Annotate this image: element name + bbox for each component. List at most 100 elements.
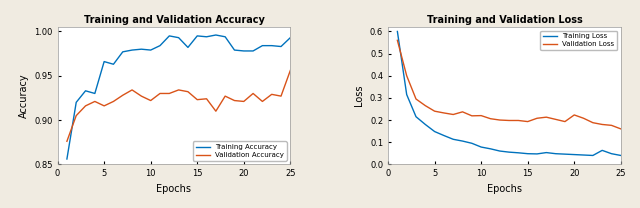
Validation Loss xyxy=(394,39,401,42)
Validation Loss xyxy=(617,128,625,130)
Y-axis label: Loss: Loss xyxy=(355,85,364,106)
Training Accuracy xyxy=(230,49,238,51)
Training Loss xyxy=(468,142,476,145)
Validation Accuracy xyxy=(184,90,192,93)
Validation Loss xyxy=(422,104,429,107)
Validation Loss xyxy=(449,113,457,116)
Validation Accuracy xyxy=(175,89,182,91)
Validation Loss xyxy=(607,124,615,127)
Validation Accuracy xyxy=(277,95,285,97)
Training Loss xyxy=(403,93,410,96)
Validation Loss xyxy=(440,112,448,114)
Validation Loss xyxy=(515,119,522,122)
Training Accuracy xyxy=(147,49,154,51)
Validation Accuracy xyxy=(147,99,154,102)
Training Accuracy xyxy=(156,44,164,47)
Validation Loss xyxy=(477,114,485,117)
Training Loss xyxy=(431,130,438,133)
Validation Accuracy xyxy=(268,93,276,96)
Validation Accuracy xyxy=(166,92,173,95)
Legend: Training Loss, Validation Loss: Training Loss, Validation Loss xyxy=(540,31,618,50)
Training Loss xyxy=(617,154,625,157)
Training Loss xyxy=(533,153,541,155)
Training Accuracy xyxy=(100,60,108,63)
X-axis label: Epochs: Epochs xyxy=(156,184,191,194)
Training Accuracy xyxy=(277,45,285,48)
Validation Loss xyxy=(524,120,532,123)
Validation Loss xyxy=(570,114,578,116)
Training Accuracy xyxy=(259,44,266,47)
Training Loss xyxy=(422,123,429,126)
Validation Loss xyxy=(543,116,550,118)
Validation Accuracy xyxy=(259,100,266,103)
Validation Accuracy xyxy=(138,95,145,97)
Validation Accuracy xyxy=(91,100,99,103)
Title: Training and Validation Loss: Training and Validation Loss xyxy=(427,15,582,25)
Validation Loss xyxy=(403,74,410,77)
Training Loss xyxy=(598,149,606,152)
Validation Loss xyxy=(486,118,494,120)
Training Accuracy xyxy=(193,35,201,37)
Training Loss xyxy=(486,147,494,150)
Training Loss xyxy=(570,153,578,156)
Training Loss xyxy=(505,151,513,153)
Line: Validation Accuracy: Validation Accuracy xyxy=(67,71,291,141)
Training Accuracy xyxy=(221,36,229,38)
Training Loss xyxy=(561,153,569,155)
Validation Loss xyxy=(412,98,420,100)
Validation Accuracy xyxy=(287,69,294,72)
Legend: Training Accuracy, Validation Accuracy: Training Accuracy, Validation Accuracy xyxy=(193,141,287,161)
Y-axis label: Accuracy: Accuracy xyxy=(19,73,29,118)
X-axis label: Epochs: Epochs xyxy=(487,184,522,194)
Training Accuracy xyxy=(91,92,99,95)
Validation Loss xyxy=(533,117,541,120)
Validation Loss xyxy=(561,120,569,123)
Validation Accuracy xyxy=(240,100,248,103)
Training Accuracy xyxy=(63,158,71,160)
Validation Loss xyxy=(468,115,476,117)
Validation Accuracy xyxy=(230,99,238,102)
Validation Accuracy xyxy=(249,92,257,95)
Validation Loss xyxy=(589,121,596,124)
Line: Validation Loss: Validation Loss xyxy=(397,40,621,129)
Validation Accuracy xyxy=(100,105,108,107)
Training Loss xyxy=(552,152,559,155)
Validation Accuracy xyxy=(212,110,220,113)
Validation Accuracy xyxy=(193,98,201,101)
Training Loss xyxy=(459,140,467,142)
Validation Loss xyxy=(552,118,559,121)
Validation Loss xyxy=(580,117,588,120)
Training Accuracy xyxy=(128,49,136,51)
Training Accuracy xyxy=(119,51,127,53)
Validation Accuracy xyxy=(63,140,71,142)
Validation Accuracy xyxy=(109,100,117,103)
Training Accuracy xyxy=(203,36,211,38)
Training Loss xyxy=(394,30,401,33)
Validation Accuracy xyxy=(82,105,90,107)
Training Accuracy xyxy=(109,63,117,66)
Line: Training Loss: Training Loss xyxy=(397,31,621,155)
Validation Accuracy xyxy=(221,95,229,97)
Training Accuracy xyxy=(175,36,182,39)
Validation Loss xyxy=(431,110,438,113)
Line: Training Accuracy: Training Accuracy xyxy=(67,35,291,159)
Training Accuracy xyxy=(240,50,248,52)
Training Accuracy xyxy=(268,44,276,47)
Validation Accuracy xyxy=(156,92,164,95)
Training Loss xyxy=(607,152,615,155)
Training Accuracy xyxy=(249,50,257,52)
Training Loss xyxy=(449,138,457,141)
Training Loss xyxy=(543,151,550,154)
Validation Loss xyxy=(459,111,467,113)
Training Loss xyxy=(477,146,485,148)
Validation Loss xyxy=(598,123,606,126)
Training Accuracy xyxy=(138,48,145,50)
Training Accuracy xyxy=(82,90,90,92)
Validation Accuracy xyxy=(119,94,127,97)
Training Accuracy xyxy=(287,36,294,39)
Training Loss xyxy=(412,115,420,118)
Validation Accuracy xyxy=(128,89,136,91)
Training Loss xyxy=(589,154,596,157)
Training Accuracy xyxy=(72,101,80,104)
Training Accuracy xyxy=(184,46,192,49)
